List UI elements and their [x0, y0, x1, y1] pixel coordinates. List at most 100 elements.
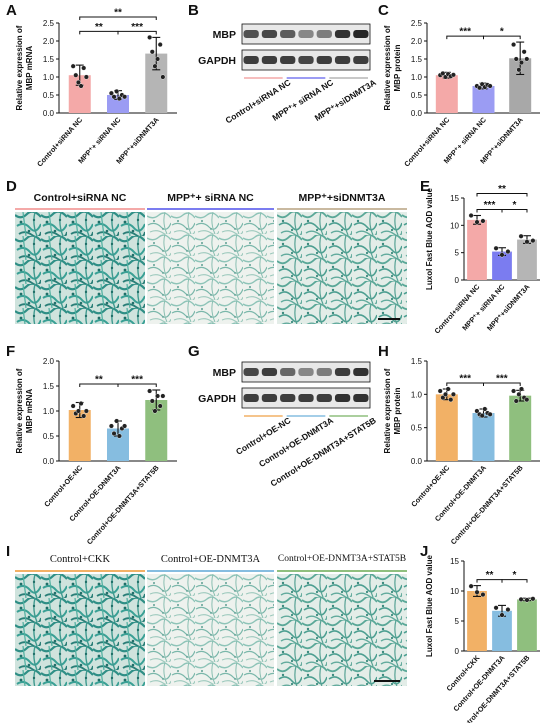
significance-bracket: [501, 579, 528, 583]
significance-bracket: [483, 35, 521, 40]
blot-band: [353, 368, 369, 376]
micro-d-title-3: MPP⁺+siDNMT3A: [298, 192, 386, 204]
significance-label: *: [513, 570, 517, 581]
bar-1: [68, 75, 91, 113]
blot-band: [298, 56, 314, 64]
data-point: [78, 401, 84, 407]
micro-d-title-1: Control+siRNA NC: [33, 192, 127, 204]
blot-band: [261, 56, 278, 64]
micro-d-title-2: MPP⁺+ siRNA NC: [167, 192, 254, 204]
y-axis-label: Relative expression ofMBP protein: [383, 368, 402, 453]
data-point: [122, 94, 128, 100]
data-point: [157, 403, 163, 409]
blot-band: [316, 394, 332, 402]
bar-1: [467, 591, 487, 651]
y-axis-label: Luxol Fast Blue AOD value: [425, 187, 434, 289]
micrograph-i-3: [277, 574, 407, 686]
data-point: [70, 63, 76, 69]
significance-label: **: [95, 22, 103, 33]
data-point: [149, 398, 155, 404]
y-tick-label: 0: [455, 276, 460, 285]
band-label: MBP: [213, 29, 236, 41]
data-point: [477, 85, 483, 91]
y-tick-label: 1.5: [411, 55, 423, 64]
significance-label: **: [114, 8, 122, 19]
data-point: [530, 596, 536, 602]
data-point: [149, 49, 155, 55]
bar-2: [472, 413, 495, 461]
blot-band: [334, 394, 351, 402]
data-point: [450, 391, 456, 397]
data-point: [440, 70, 446, 76]
y-tick-label: 5: [455, 249, 460, 258]
y-tick-label: 0.5: [43, 91, 55, 100]
blot-band: [316, 368, 332, 376]
data-point: [116, 433, 122, 439]
blot-band: [243, 30, 259, 38]
micro-i-group-bar-2: [147, 570, 274, 572]
bar-chart-a: 0.0 0.5 1.0 1.5 2.0 2.5 Relative expression of…: [15, 8, 177, 168]
blot-band: [280, 30, 296, 38]
category-label: MPP⁺+siDNMT3A: [114, 115, 161, 165]
data-point: [505, 249, 511, 255]
data-point: [147, 34, 153, 40]
blot-band: [316, 30, 332, 38]
y-tick-label: 0.0: [43, 457, 55, 466]
significance-label: ***: [484, 200, 496, 211]
panel-label-g: G: [188, 343, 200, 360]
significance-label: ***: [459, 374, 471, 385]
data-point: [468, 212, 474, 218]
data-point: [160, 393, 166, 399]
band-label: GAPDH: [198, 55, 236, 67]
y-axis-label: Relative expression ofMBP protein: [383, 25, 402, 110]
y-tick-label: 15: [450, 194, 459, 203]
blot-band: [261, 394, 278, 402]
y-tick-label: 0.5: [43, 432, 55, 441]
data-point: [440, 395, 446, 401]
blot-band: [334, 56, 351, 64]
blot-band: [243, 56, 259, 64]
panel-label-a: A: [6, 2, 17, 19]
blot-strip: [241, 23, 371, 45]
y-axis-label: Relative expression ofMBP mRNA: [15, 368, 34, 453]
data-point: [111, 94, 117, 100]
bar-2: [107, 428, 129, 461]
panel-label-c: C: [378, 2, 389, 19]
data-point: [75, 408, 81, 414]
data-point: [513, 56, 519, 62]
y-tick-label: 2.5: [411, 19, 423, 28]
data-point: [499, 252, 505, 258]
significance-bracket: [501, 208, 528, 213]
data-point: [445, 386, 451, 392]
bar-chart-c: 0.0 0.5 1.0 1.5 2.0 2.5 Relative expression of…: [383, 19, 540, 168]
micrograph-d-2: [147, 212, 274, 324]
data-point: [73, 72, 79, 78]
y-tick-label: 0: [455, 647, 460, 656]
y-tick-label: 15: [450, 557, 459, 566]
data-point: [116, 96, 122, 102]
data-point: [157, 42, 163, 48]
micrograph-d-1: [15, 212, 145, 324]
panel-label-h: H: [378, 343, 389, 360]
data-point: [482, 406, 488, 412]
blot-band: [298, 30, 314, 38]
blot-band: [298, 368, 314, 376]
y-tick-label: 2.0: [411, 37, 423, 46]
data-point: [160, 74, 166, 80]
bar-2: [492, 610, 512, 651]
blot-band: [280, 56, 296, 64]
y-tick-label: 0.5: [411, 424, 423, 433]
data-point: [474, 219, 480, 225]
y-tick-label: 1.0: [411, 390, 423, 399]
micrograph-i-1: [15, 574, 145, 686]
y-tick-label: 1.0: [411, 73, 423, 82]
data-point: [513, 398, 519, 404]
data-point: [524, 239, 530, 245]
data-point: [493, 245, 499, 251]
data-point: [487, 411, 493, 417]
blot-band: [334, 30, 351, 38]
significance-label: *: [500, 27, 504, 38]
panel-label-e: E: [420, 178, 431, 195]
